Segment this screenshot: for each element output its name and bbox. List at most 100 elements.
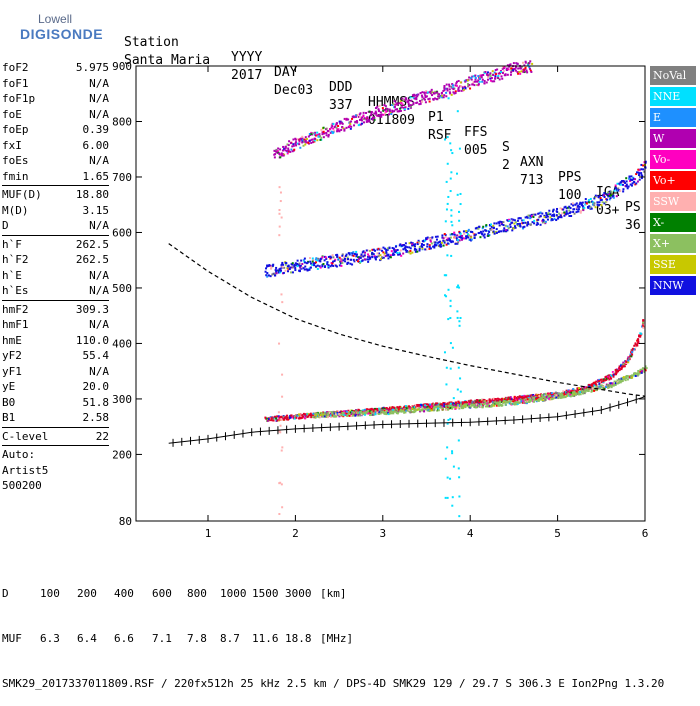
echo-point <box>290 414 293 417</box>
echo-point <box>514 66 517 69</box>
echo-point <box>503 66 506 69</box>
echo-point <box>609 190 612 193</box>
echo-point <box>609 377 612 380</box>
echo-point <box>526 215 529 218</box>
echo-point <box>325 134 328 137</box>
echo-point <box>605 198 608 201</box>
legend-item: SSW <box>650 192 696 211</box>
echo-point <box>329 128 332 131</box>
echo-point <box>266 272 269 275</box>
echo-point <box>461 86 464 89</box>
echo-point <box>470 399 473 402</box>
echo-point <box>608 378 611 381</box>
echo-point <box>440 403 443 406</box>
echo-point <box>517 72 520 75</box>
echo-point <box>491 70 494 73</box>
echo-point <box>411 243 414 246</box>
echo-point <box>449 402 452 405</box>
echo-point <box>420 94 423 97</box>
echo-point <box>500 399 503 402</box>
echo-point <box>545 213 548 216</box>
echo-point <box>395 250 398 253</box>
echo-point <box>506 225 509 228</box>
echo-point <box>274 150 277 153</box>
echo-point <box>639 368 642 371</box>
echo-point <box>509 223 512 226</box>
echo-point <box>295 264 298 267</box>
echo-point <box>452 91 455 94</box>
echo-point <box>369 414 372 417</box>
echo-point <box>437 409 440 412</box>
echo-point <box>406 246 409 249</box>
echo-point <box>358 113 361 116</box>
echo-point <box>396 406 399 409</box>
echo-point <box>463 401 466 404</box>
echo-point <box>393 253 396 256</box>
echo-point <box>508 400 511 403</box>
echo-point <box>445 406 448 409</box>
echo-point <box>406 250 409 253</box>
echo-point <box>637 369 640 372</box>
echo-point <box>479 405 482 408</box>
echo-point <box>555 219 558 222</box>
echo-point <box>579 393 582 396</box>
footer-value: 200 <box>77 587 97 600</box>
echo-point <box>517 401 520 404</box>
echo-point <box>446 496 449 499</box>
legend-item: NNW <box>650 276 696 295</box>
echo-point <box>340 413 343 416</box>
echo-point <box>454 407 457 410</box>
echo-point <box>314 134 317 137</box>
echo-point <box>407 409 410 412</box>
echo-point <box>389 254 392 257</box>
echo-point <box>455 172 458 175</box>
echo-point <box>529 60 532 63</box>
y-tick-label: 700 <box>112 171 132 184</box>
footer: D 100 200 400 600 800 1000 1500 3000 [km] MUF 6.3 6… <box>2 556 664 706</box>
echo-point <box>299 266 302 269</box>
echo-point <box>502 70 505 73</box>
echo-point <box>364 412 367 415</box>
echo-point <box>415 98 418 101</box>
echo-point <box>411 251 414 254</box>
echo-point <box>413 248 416 251</box>
echo-point <box>500 230 503 233</box>
echo-point <box>555 395 558 398</box>
echo-point <box>469 401 472 404</box>
echo-point <box>565 207 568 210</box>
echo-point <box>631 182 634 185</box>
echo-point <box>454 404 457 407</box>
echo-point <box>291 150 294 153</box>
echo-point <box>424 248 427 251</box>
echo-point <box>356 409 359 412</box>
echo-point <box>643 369 646 372</box>
echo-point <box>508 219 511 222</box>
echo-point <box>485 402 488 405</box>
footer-value: 100 <box>40 587 60 600</box>
echo-point <box>391 109 394 112</box>
echo-point <box>350 258 353 261</box>
echo-point <box>303 268 306 271</box>
echo-point <box>455 84 458 87</box>
echo-point <box>638 169 641 172</box>
echo-point <box>311 260 314 263</box>
echo-point <box>279 424 282 427</box>
param-row: B0 51.8 <box>2 395 109 411</box>
echo-point <box>278 269 281 272</box>
echo-point <box>301 266 304 269</box>
echo-point <box>513 397 516 400</box>
echo-point <box>275 272 278 275</box>
echo-point <box>357 260 360 263</box>
echo-point <box>551 210 554 213</box>
echo-point <box>468 76 471 79</box>
echo-point <box>557 217 560 220</box>
echo-point <box>489 75 492 78</box>
echo-point <box>278 268 281 271</box>
echo-point <box>350 120 353 123</box>
echo-point <box>312 262 315 265</box>
echo-point <box>438 95 441 98</box>
echo-point <box>429 90 432 93</box>
echo-point <box>521 401 524 404</box>
echo-point <box>343 128 346 131</box>
echo-point <box>299 417 302 420</box>
